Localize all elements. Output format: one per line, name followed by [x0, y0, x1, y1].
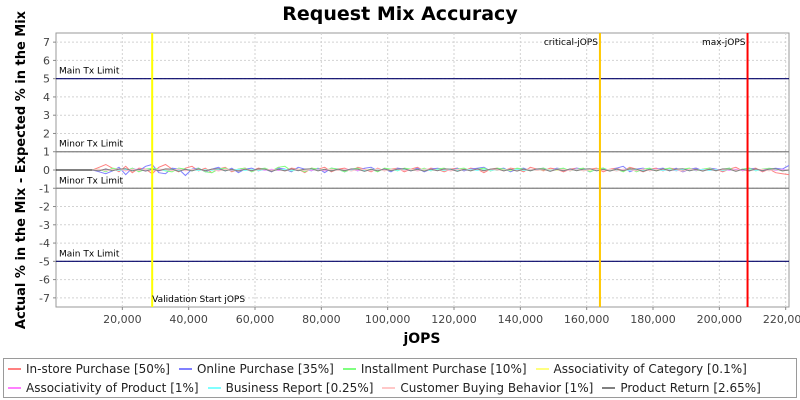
legend-item: Product Return [2.65%]	[602, 381, 761, 395]
y-tick-label: -6	[39, 274, 50, 287]
marker-label: Validation Start jOPS	[152, 295, 245, 305]
y-tick-label: 7	[43, 36, 50, 49]
legend-swatch	[8, 368, 21, 370]
threshold-label: Main Tx Limit	[59, 249, 120, 259]
x-axis-label: jOPS	[402, 331, 440, 347]
y-tick-label: 0	[43, 164, 50, 177]
x-tick-label: 60,000	[236, 313, 275, 326]
legend-swatch	[8, 387, 21, 389]
legend-row: Associativity of Product [1%] Business Re…	[4, 379, 766, 397]
legend-item: Associativity of Category [0.1%]	[535, 362, 747, 376]
series-line	[92, 168, 790, 172]
y-tick-label: 4	[43, 91, 50, 104]
legend-label: Associativity of Product [1%]	[26, 381, 199, 395]
marker-lines: Validation Start jOPS critical-jOPS max-jO…	[151, 33, 749, 307]
legend-row: In-store Purchase [50%] Online Purchase […	[4, 360, 752, 378]
legend-item: Online Purchase [35%]	[178, 362, 334, 376]
legend-swatch	[178, 368, 192, 370]
legend-swatch	[535, 368, 549, 370]
marker-label: critical-jOPS	[544, 38, 598, 48]
y-axis-ticks: -7 -6 -5 -4 -3 -2 -1 0 1 2 3 4 5 6 7	[39, 36, 56, 305]
threshold-label: Minor Tx Limit	[59, 140, 124, 150]
chart-title: Request Mix Accuracy	[282, 3, 518, 25]
legend-label: Product Return [2.65%]	[620, 381, 761, 395]
x-tick-label: 40,000	[169, 313, 208, 326]
legend-swatch	[207, 387, 221, 389]
y-tick-label: -1	[39, 182, 50, 195]
y-tick-label: -4	[39, 237, 50, 250]
y-tick-label: 1	[43, 146, 50, 159]
legend-label: Installment Purchase [10%]	[360, 362, 527, 376]
y-tick-label: -5	[39, 255, 50, 268]
legend-label: Online Purchase [35%]	[196, 362, 334, 376]
y-tick-label: 5	[43, 73, 50, 86]
x-tick-label: 200,000	[697, 313, 743, 326]
x-tick-label: 140,000	[498, 313, 544, 326]
threshold-label: Minor Tx Limit	[59, 176, 124, 186]
x-tick-label: 180,000	[630, 313, 676, 326]
legend-item: Installment Purchase [10%]	[342, 362, 527, 376]
y-tick-label: 3	[43, 109, 50, 122]
x-tick-label: 120,000	[431, 313, 477, 326]
series-lines	[92, 163, 790, 177]
y-axis-label: Actual % in the Mix - Expected % in the …	[14, 10, 29, 329]
marker-label: max-jOPS	[702, 38, 746, 48]
x-tick-label: 20,000	[103, 313, 142, 326]
legend-label: Associativity of Category [0.1%]	[553, 362, 747, 376]
legend-label: Business Report [0.25%]	[225, 381, 374, 395]
legend-swatch	[382, 387, 396, 389]
y-tick-label: -2	[39, 201, 50, 214]
legend-item: Customer Buying Behavior [1%]	[382, 381, 593, 395]
legend: In-store Purchase [50%] Online Purchase […	[3, 358, 797, 398]
y-tick-label: -3	[39, 219, 50, 232]
legend-item: Business Report [0.25%]	[207, 381, 374, 395]
x-tick-label: 100,000	[365, 313, 411, 326]
legend-swatch	[602, 387, 616, 389]
x-tick-label: 160,000	[564, 313, 610, 326]
legend-item: In-store Purchase [50%]	[8, 362, 170, 376]
threshold-label: Main Tx Limit	[59, 67, 120, 77]
x-tick-label: 80,000	[302, 313, 341, 326]
legend-item: Associativity of Product [1%]	[8, 381, 199, 395]
x-tick-label: 220,000	[763, 313, 800, 326]
y-tick-label: 6	[43, 54, 50, 67]
x-axis-ticks: 20,000 40,000 60,000 80,000 100,000 120,000 14…	[103, 307, 800, 326]
legend-swatch	[342, 368, 356, 370]
legend-label: Customer Buying Behavior [1%]	[400, 381, 594, 395]
y-tick-label: -7	[39, 292, 50, 305]
legend-label: In-store Purchase [50%]	[26, 362, 170, 376]
y-tick-label: 2	[43, 127, 50, 140]
